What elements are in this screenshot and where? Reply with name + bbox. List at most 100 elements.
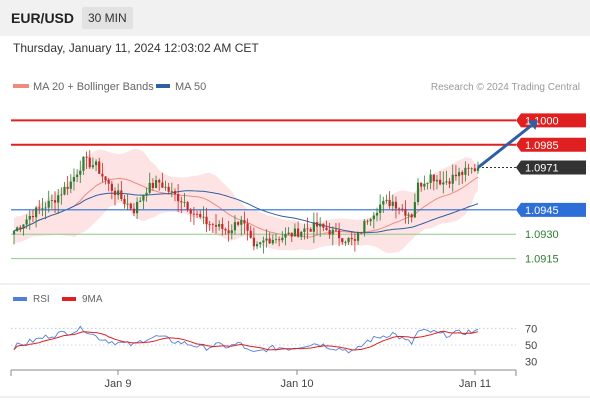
x-tick-label: Jan 10 (280, 378, 313, 390)
candle-body (325, 227, 328, 231)
candle-body (435, 179, 439, 182)
candle-body (300, 231, 303, 237)
candle-body (224, 229, 227, 231)
candle-body (259, 242, 262, 245)
datetime-label: Thursday, January 11, 2024 12:03:02 AM C… (13, 41, 259, 55)
candle-body (91, 165, 95, 168)
level-tag-1.0945 (516, 202, 586, 217)
candle-body (451, 174, 454, 184)
candle-body (296, 228, 300, 237)
level-label-1.0985: 1.0985 (525, 140, 559, 152)
candle-body (110, 183, 113, 191)
candle-body (312, 222, 315, 232)
ma20-line (13, 176, 479, 238)
legend-label-rsi: RSI (33, 294, 50, 305)
level-tag-1.0971 (516, 160, 586, 175)
candle-body (230, 230, 233, 234)
level-label-1.0915: 1.0915 (525, 254, 559, 266)
ma50-line (13, 190, 479, 234)
candle-body (132, 208, 136, 214)
level-label-1.0930: 1.0930 (525, 229, 559, 241)
candle-body (173, 191, 177, 195)
header-bar: EUR/USD 30 MIN (0, 0, 590, 36)
forecast-arrow-head (527, 120, 538, 130)
candle-body (186, 202, 189, 210)
candle-body (120, 190, 123, 199)
candle-body (47, 200, 50, 208)
candle-body (16, 227, 19, 232)
candle-body (429, 174, 432, 183)
candle-body (391, 201, 394, 206)
candle-body (388, 199, 391, 206)
candle-body (353, 239, 356, 241)
candle-body (129, 203, 132, 209)
candle-body (420, 182, 423, 187)
candle-body (154, 180, 158, 188)
x-axis: Jan 9 Jan 10 Jan 11 (0, 369, 590, 398)
candle-body (28, 215, 31, 220)
candle-body (271, 240, 274, 244)
candle-body (464, 167, 467, 175)
candle-body (88, 157, 91, 168)
candle-body (12, 231, 16, 235)
candle-body (94, 161, 98, 166)
candle-body (249, 230, 252, 238)
candle-body (360, 232, 363, 234)
timeframe-button[interactable]: 30 MIN (82, 7, 133, 29)
candle-body (262, 240, 265, 243)
candle-body (416, 182, 420, 203)
candle-body (214, 224, 218, 227)
candle-body (274, 239, 278, 241)
candle-body (328, 230, 331, 235)
candle-body (205, 216, 208, 225)
candle-body (442, 182, 445, 185)
level-label-1.0945: 1.0945 (525, 205, 559, 217)
candle-body (281, 237, 284, 241)
candle-body (151, 182, 154, 188)
candle-body (98, 161, 101, 174)
rsi-tick-50: 50 (525, 340, 537, 352)
candle-body (356, 232, 360, 241)
candle-body (41, 208, 44, 210)
candle-body (322, 223, 325, 228)
candle-body (404, 209, 407, 216)
candle-body (284, 234, 287, 238)
candle-body (454, 174, 458, 177)
candle-body (60, 194, 63, 196)
candle-body (407, 214, 410, 216)
candle-body (397, 208, 401, 210)
candle-body (265, 238, 268, 241)
candle-body (25, 219, 28, 225)
candle-body (394, 201, 398, 209)
candle-body (290, 232, 293, 237)
candle-body (161, 182, 164, 188)
candle-body (69, 181, 72, 189)
legend-label-ma20: MA 20 + Bollinger Bands (33, 81, 154, 93)
candle-body (22, 224, 25, 229)
candle-body (240, 220, 243, 225)
candle-body (195, 213, 199, 215)
candle-body (82, 156, 85, 171)
candle-body (338, 230, 341, 239)
candle-body (366, 220, 369, 222)
forecast-arrow-shaft (477, 124, 533, 169)
candle-body (255, 244, 259, 247)
bollinger-band (14, 148, 478, 254)
candle-body (372, 215, 375, 220)
candle-body (227, 230, 230, 234)
candle-body (467, 167, 470, 169)
candle-body (19, 227, 22, 229)
candle-body (278, 239, 281, 241)
level-label-1.0971: 1.0971 (525, 163, 559, 175)
candle-body (448, 181, 451, 184)
candle-body (221, 224, 224, 230)
legend-swatch-ma50 (156, 84, 170, 88)
candle-body (79, 170, 82, 175)
legend-swatch-rsi (13, 297, 27, 301)
rsi-legend: RSI 9MA (13, 294, 103, 305)
candle-body (85, 156, 88, 158)
legend-label-9ma: 9MA (82, 294, 103, 305)
candle-body (410, 214, 413, 218)
candle-body (57, 195, 60, 203)
